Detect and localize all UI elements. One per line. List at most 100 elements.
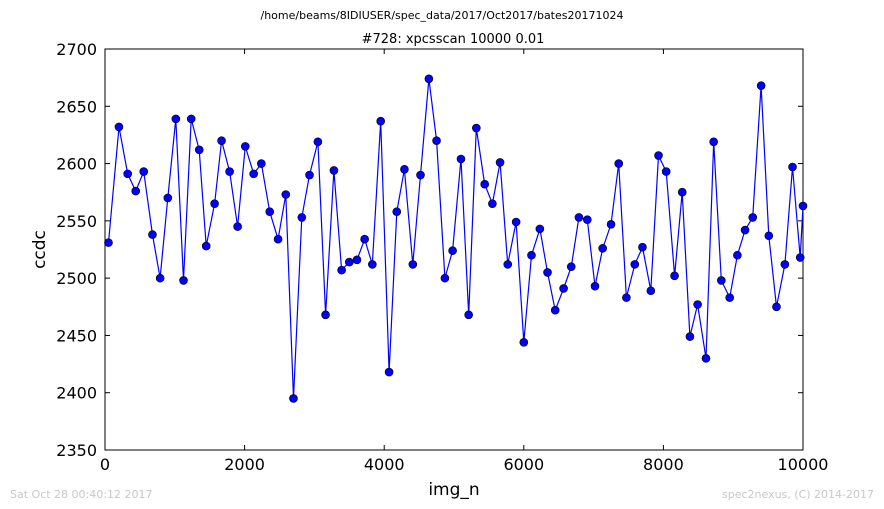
data-point bbox=[740, 225, 750, 235]
data-point bbox=[440, 273, 450, 283]
data-point bbox=[313, 137, 323, 147]
file-path-title: /home/beams/8IDIUSER/spec_data/2017/Oct2… bbox=[261, 9, 624, 22]
data-point bbox=[392, 207, 402, 216]
data-point bbox=[717, 276, 726, 285]
data-point bbox=[416, 170, 425, 180]
y-tick-label: 2450 bbox=[56, 326, 97, 345]
y-tick-label: 2650 bbox=[56, 97, 97, 116]
data-point bbox=[748, 213, 758, 222]
data-point bbox=[240, 142, 250, 151]
y-tick-label: 2400 bbox=[56, 384, 97, 403]
data-point bbox=[257, 159, 266, 168]
data-point bbox=[289, 394, 298, 403]
footer-timestamp: Sat Oct 28 00:40:12 2017 bbox=[10, 488, 152, 501]
data-point bbox=[171, 114, 181, 124]
data-point bbox=[780, 260, 790, 269]
y-tick-label: 2550 bbox=[56, 212, 97, 231]
data-point bbox=[273, 234, 283, 244]
data-point bbox=[590, 281, 600, 291]
data-point bbox=[480, 179, 490, 189]
data-point bbox=[583, 215, 592, 225]
data-point bbox=[305, 170, 314, 180]
data-point bbox=[186, 114, 196, 124]
data-point bbox=[566, 262, 576, 271]
data-point bbox=[384, 367, 394, 377]
data-point bbox=[488, 199, 497, 208]
data-point bbox=[114, 122, 124, 132]
data-point bbox=[233, 222, 242, 231]
data-point bbox=[701, 354, 711, 363]
data-point bbox=[104, 238, 113, 247]
data-point bbox=[661, 167, 671, 176]
data-point bbox=[543, 268, 552, 277]
data-point bbox=[139, 167, 149, 176]
data-point bbox=[217, 136, 226, 145]
data-point bbox=[646, 286, 656, 296]
data-point bbox=[527, 250, 536, 260]
data-point bbox=[670, 271, 679, 281]
y-tick-label: 2350 bbox=[56, 441, 97, 460]
y-tick-label: 2600 bbox=[56, 155, 97, 174]
data-point bbox=[321, 310, 330, 320]
data-point bbox=[725, 293, 735, 302]
data-point bbox=[225, 167, 234, 176]
data-point bbox=[574, 213, 584, 222]
x-axis-label: img_n bbox=[428, 480, 479, 500]
data-point bbox=[337, 265, 346, 275]
data-point bbox=[368, 260, 377, 269]
chart-title: #728: xpcsscan 10000 0.01 bbox=[362, 32, 545, 47]
y-tick-label: 2700 bbox=[56, 40, 97, 59]
data-point bbox=[472, 123, 481, 133]
data-point bbox=[194, 145, 204, 155]
x-tick-label: 2000 bbox=[224, 455, 265, 474]
data-point bbox=[432, 136, 441, 145]
data-point bbox=[606, 219, 616, 229]
data-point bbox=[408, 260, 418, 269]
data-point bbox=[400, 165, 409, 174]
data-point bbox=[622, 293, 631, 302]
x-tick-label: 10000 bbox=[778, 455, 829, 474]
data-point bbox=[795, 253, 805, 262]
data-point bbox=[464, 310, 473, 320]
y-axis-label: ccdc bbox=[30, 230, 50, 269]
data-point bbox=[424, 74, 434, 84]
data-point bbox=[503, 260, 513, 269]
data-series bbox=[104, 74, 808, 403]
data-point bbox=[677, 187, 687, 197]
plot-area: 0 2000 4000 6000 8000 10000 2350 2400 2450 2500 25… bbox=[56, 40, 828, 474]
data-point bbox=[249, 169, 258, 179]
data-point bbox=[360, 234, 369, 244]
data-point bbox=[352, 255, 362, 265]
data-point bbox=[693, 300, 702, 309]
data-point bbox=[155, 273, 165, 283]
data-point bbox=[201, 241, 211, 251]
data-point bbox=[265, 207, 275, 216]
data-point bbox=[685, 332, 695, 341]
data-point bbox=[756, 81, 766, 90]
data-point bbox=[210, 199, 219, 208]
data-point bbox=[614, 159, 624, 168]
data-point bbox=[638, 242, 647, 252]
data-point bbox=[550, 305, 560, 315]
data-point bbox=[788, 162, 797, 172]
data-point bbox=[131, 186, 141, 196]
data-point bbox=[709, 137, 718, 147]
data-point bbox=[511, 217, 521, 227]
axis-ticks: 0 2000 4000 6000 8000 10000 2350 2400 2450 2500 25… bbox=[56, 40, 828, 474]
y-tick-label: 2500 bbox=[56, 269, 97, 288]
data-point bbox=[376, 116, 386, 126]
data-point bbox=[630, 260, 640, 269]
data-point bbox=[535, 224, 545, 234]
data-point bbox=[344, 257, 354, 267]
data-point bbox=[559, 284, 568, 293]
data-point bbox=[654, 151, 663, 160]
data-point bbox=[297, 213, 307, 222]
data-point bbox=[123, 169, 132, 179]
data-point bbox=[798, 201, 808, 211]
x-tick-label: 6000 bbox=[503, 455, 544, 474]
data-point bbox=[329, 166, 339, 175]
data-point bbox=[456, 154, 466, 164]
data-point bbox=[448, 246, 457, 255]
data-point bbox=[519, 338, 529, 347]
